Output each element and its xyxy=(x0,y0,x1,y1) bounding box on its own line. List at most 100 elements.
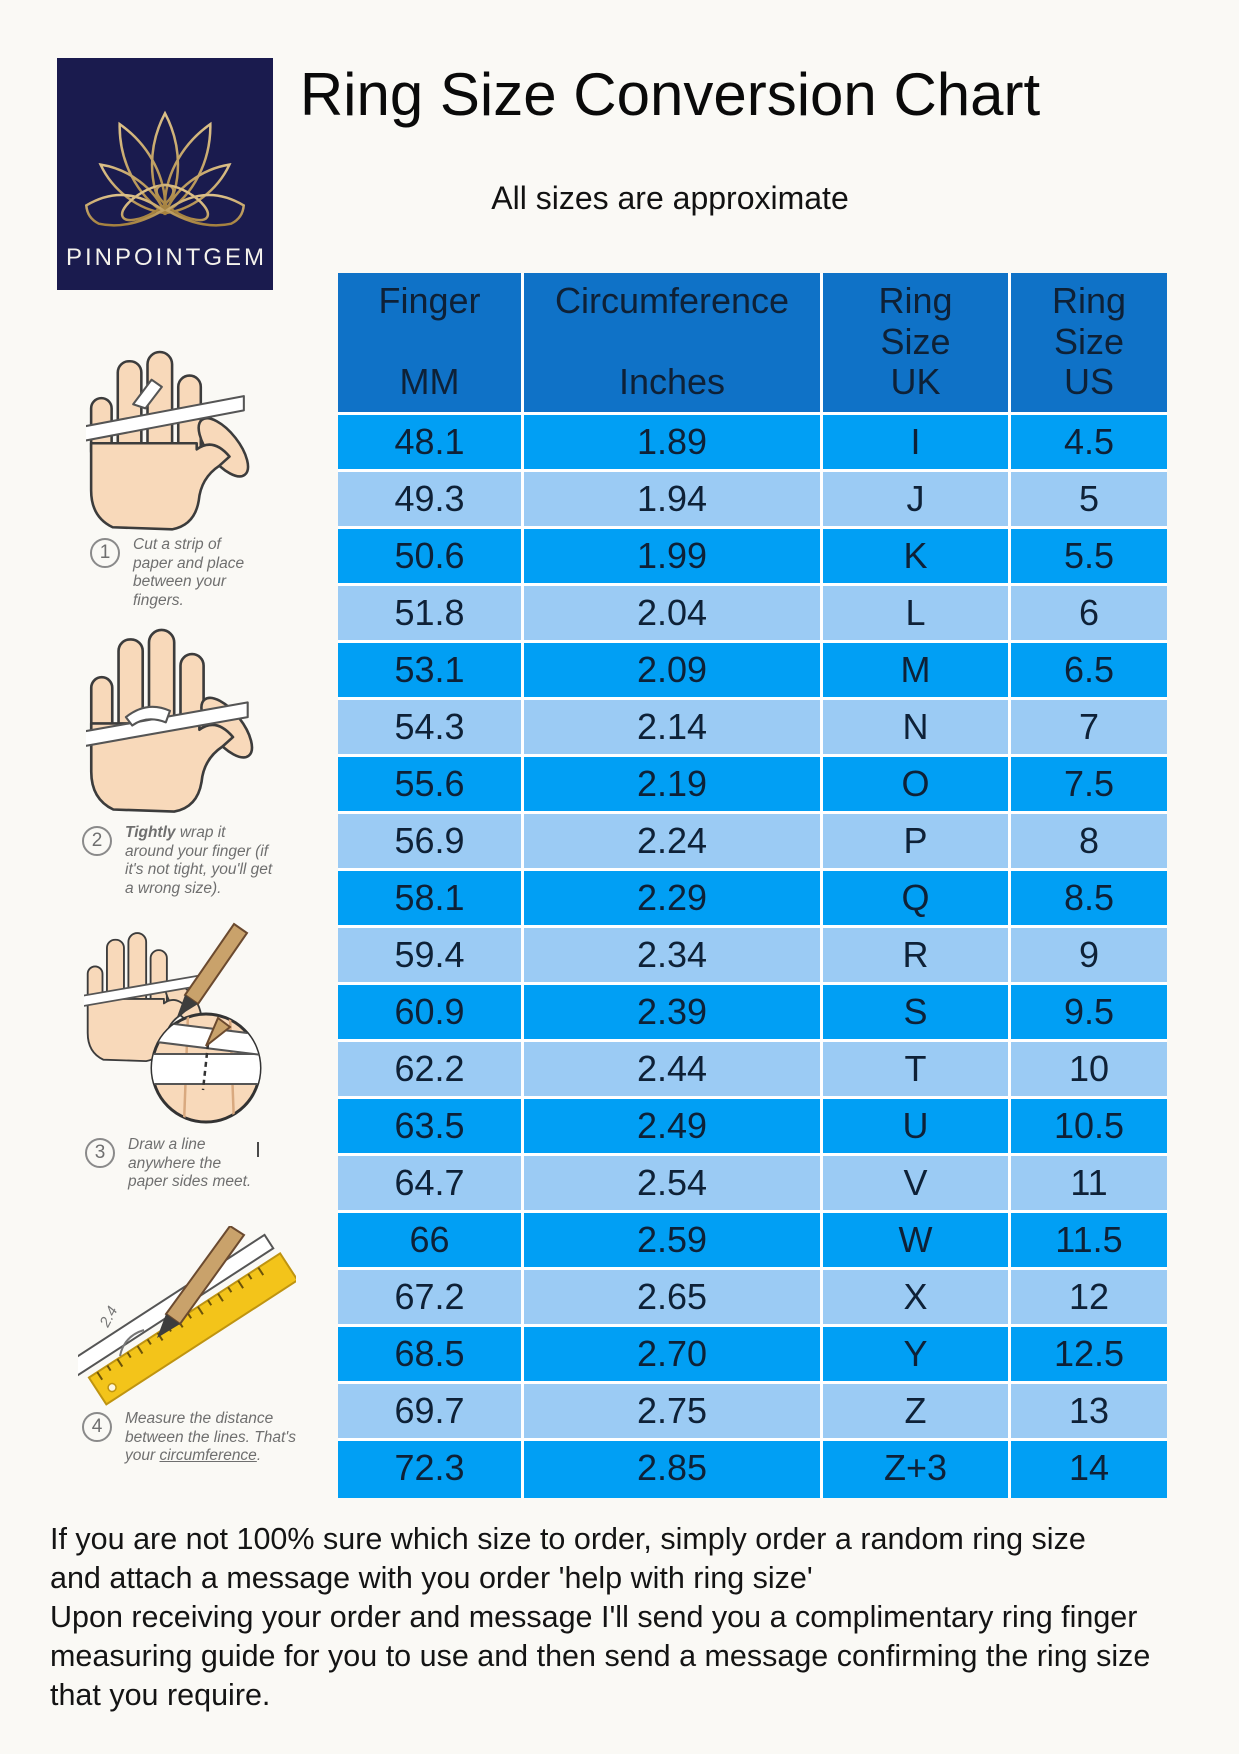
column-header-line: Size xyxy=(880,320,951,362)
cell-mm: 56.9 xyxy=(338,814,524,871)
cell-uk: T xyxy=(823,1042,1011,1099)
cell-us: 5.5 xyxy=(1011,529,1167,586)
step-4-number: 4 xyxy=(82,1412,112,1442)
footer-line: Upon receiving your order and message I'… xyxy=(50,1600,1138,1634)
cell-mm: 59.4 xyxy=(338,928,524,985)
column-header-line: US xyxy=(1063,361,1114,402)
cell-us: 12.5 xyxy=(1011,1327,1167,1384)
cell-inches: 2.70 xyxy=(524,1327,823,1384)
cell-mm: 63.5 xyxy=(338,1099,524,1156)
cell-us: 13 xyxy=(1011,1384,1167,1441)
cell-inches: 2.49 xyxy=(524,1099,823,1156)
step-3-number: 3 xyxy=(85,1138,115,1168)
cell-us: 9 xyxy=(1011,928,1167,985)
cell-uk: L xyxy=(823,586,1011,643)
table-row: 60.9 2.39 S 9.5 xyxy=(338,985,1167,1042)
cell-us: 7.5 xyxy=(1011,757,1167,814)
cell-us: 6.5 xyxy=(1011,643,1167,700)
table-row: 48.1 1.89 I 4.5 xyxy=(338,415,1167,472)
cell-inches: 2.14 xyxy=(524,700,823,757)
cell-us: 10.5 xyxy=(1011,1099,1167,1156)
cell-mm: 68.5 xyxy=(338,1327,524,1384)
cell-inches: 2.39 xyxy=(524,985,823,1042)
table-row: 68.5 2.70 Y 12.5 xyxy=(338,1327,1167,1384)
footer-line: measuring guide for you to use and then … xyxy=(50,1639,1151,1673)
step-1-hand-illustration xyxy=(86,350,250,531)
cell-us: 5 xyxy=(1011,472,1167,529)
table-row: 51.8 2.04 L 6 xyxy=(338,586,1167,643)
column-header: Ring Size US xyxy=(1011,273,1167,415)
cell-uk: Y xyxy=(823,1327,1011,1384)
cell-uk: W xyxy=(823,1213,1011,1270)
cell-inches: 2.19 xyxy=(524,757,823,814)
brand-logo: PINPOINTGEM xyxy=(57,58,273,290)
conversion-table: Finger MM Circumference Inches Ring Size UK Rin… xyxy=(338,273,1167,1498)
brand-name: PINPOINTGEM xyxy=(65,244,267,271)
step-4-ruler-illustration: 2.4 xyxy=(78,1226,296,1406)
cell-inches: 2.24 xyxy=(524,814,823,871)
cell-mm: 66 xyxy=(338,1213,524,1270)
cell-us: 4.5 xyxy=(1011,415,1167,472)
cell-uk: M xyxy=(823,643,1011,700)
column-header-line: Circumference xyxy=(554,280,790,321)
table-row: 63.5 2.49 U 10.5 xyxy=(338,1099,1167,1156)
cell-us: 7 xyxy=(1011,700,1167,757)
cell-uk: V xyxy=(823,1156,1011,1213)
cell-us: 8.5 xyxy=(1011,871,1167,928)
cell-us: 10 xyxy=(1011,1042,1167,1099)
svg-text:2.4: 2.4 xyxy=(96,1303,121,1330)
cell-mm: 67.2 xyxy=(338,1270,524,1327)
cell-us: 11.5 xyxy=(1011,1213,1167,1270)
step-4-text: Measure the distance between the lines. … xyxy=(125,1410,296,1464)
cell-mm: 60.9 xyxy=(338,985,524,1042)
step-2-number: 2 xyxy=(82,826,112,856)
column-header: Finger MM xyxy=(338,273,524,415)
page-subtitle: All sizes are approximate xyxy=(491,180,849,216)
cell-mm: 50.6 xyxy=(338,529,524,586)
column-header-line: Size xyxy=(1053,320,1125,362)
column-header-line: UK xyxy=(890,361,941,402)
cell-inches: 2.29 xyxy=(524,871,823,928)
cell-mm: 48.1 xyxy=(338,415,524,472)
cell-inches: 2.09 xyxy=(524,643,823,700)
cell-us: 8 xyxy=(1011,814,1167,871)
step-2-text: Tightly wrap it around your finger (if i… xyxy=(125,824,273,897)
cell-mm: 53.1 xyxy=(338,643,524,700)
cell-mm: 69.7 xyxy=(338,1384,524,1441)
lotus-icon xyxy=(84,110,246,227)
table-row: 64.7 2.54 V 11 xyxy=(338,1156,1167,1213)
cell-inches: 1.94 xyxy=(524,472,823,529)
cell-uk: K xyxy=(823,529,1011,586)
footer-note: If you are not 100% sure which size to o… xyxy=(50,1520,1205,1715)
column-header: Ring Size UK xyxy=(823,273,1011,415)
table-row: 66 2.59 W 11.5 xyxy=(338,1213,1167,1270)
cell-inches: 2.75 xyxy=(524,1384,823,1441)
table-row: 53.1 2.09 M 6.5 xyxy=(338,643,1167,700)
table-row: 58.1 2.29 Q 8.5 xyxy=(338,871,1167,928)
cell-uk: R xyxy=(823,928,1011,985)
cell-inches: 1.99 xyxy=(524,529,823,586)
step-3-hand-illustration xyxy=(84,922,262,1124)
table-row: 59.4 2.34 R 9 xyxy=(338,928,1167,985)
cell-mm: 49.3 xyxy=(338,472,524,529)
table-row: 56.9 2.24 P 8 xyxy=(338,814,1167,871)
cell-inches: 2.54 xyxy=(524,1156,823,1213)
cell-us: 6 xyxy=(1011,586,1167,643)
cell-uk: X xyxy=(823,1270,1011,1327)
column-header-line: MM xyxy=(399,361,460,402)
table-row: 54.3 2.14 N 7 xyxy=(338,700,1167,757)
cell-uk: Z+3 xyxy=(823,1441,1011,1498)
cell-inches: 1.89 xyxy=(524,415,823,472)
table-row: 62.2 2.44 T 10 xyxy=(338,1042,1167,1099)
table-row: 69.7 2.75 Z 13 xyxy=(338,1384,1167,1441)
cell-uk: S xyxy=(823,985,1011,1042)
cell-inches: 2.44 xyxy=(524,1042,823,1099)
cell-mm: 62.2 xyxy=(338,1042,524,1099)
cell-uk: U xyxy=(823,1099,1011,1156)
cell-uk: Z xyxy=(823,1384,1011,1441)
step-1-text: Cut a strip of paper and place between y… xyxy=(133,536,245,609)
cell-mm: 64.7 xyxy=(338,1156,524,1213)
table-rows: 48.1 1.89 I 4.5 49.3 1.94 J 5 50.6 1.99 K 5.5 51.8 2.… xyxy=(338,415,1167,1498)
stray-mark xyxy=(257,1142,259,1157)
